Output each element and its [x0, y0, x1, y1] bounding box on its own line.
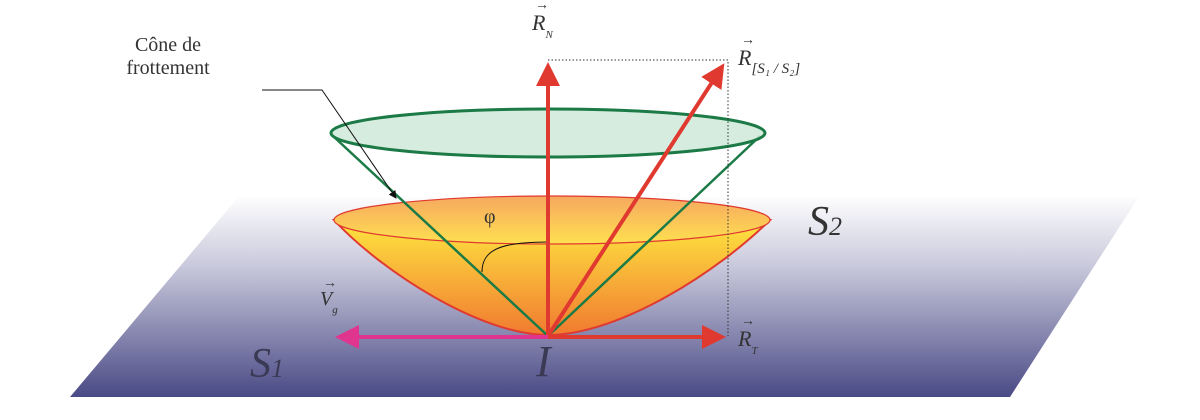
cone-edge-left — [332, 135, 549, 337]
cone-label-line2: frottement — [126, 57, 210, 79]
tangential-force-label: → RT — [738, 314, 758, 357]
cone-label: Cône de frottement — [108, 34, 228, 80]
bowl-top-ellipse — [333, 195, 771, 245]
velocity-label: → Vg — [320, 276, 338, 316]
vector-arrow-icon: → — [741, 314, 755, 329]
vector-arrow-icon: → — [323, 276, 337, 291]
solid-2-label: S2 — [808, 199, 842, 245]
contact-point-label: I — [536, 337, 551, 386]
normal-force-label: → RN — [532, 0, 553, 41]
resultant-force-arrow — [546, 63, 725, 338]
projection-dotted-lines — [548, 59, 729, 336]
angle-phi-label: φ — [484, 206, 496, 228]
solid-1-label: S1 — [250, 341, 284, 387]
angle-arc — [481, 241, 549, 273]
cone-label-leader — [262, 89, 397, 199]
cone-label-line1: Cône de — [134, 34, 202, 56]
vector-arrow-icon: → — [741, 33, 755, 48]
resultant-force-label: → R[S₁ / S₂] — [738, 33, 801, 77]
vector-arrow-icon: → — [535, 0, 549, 13]
cone-edge-right — [547, 135, 761, 337]
